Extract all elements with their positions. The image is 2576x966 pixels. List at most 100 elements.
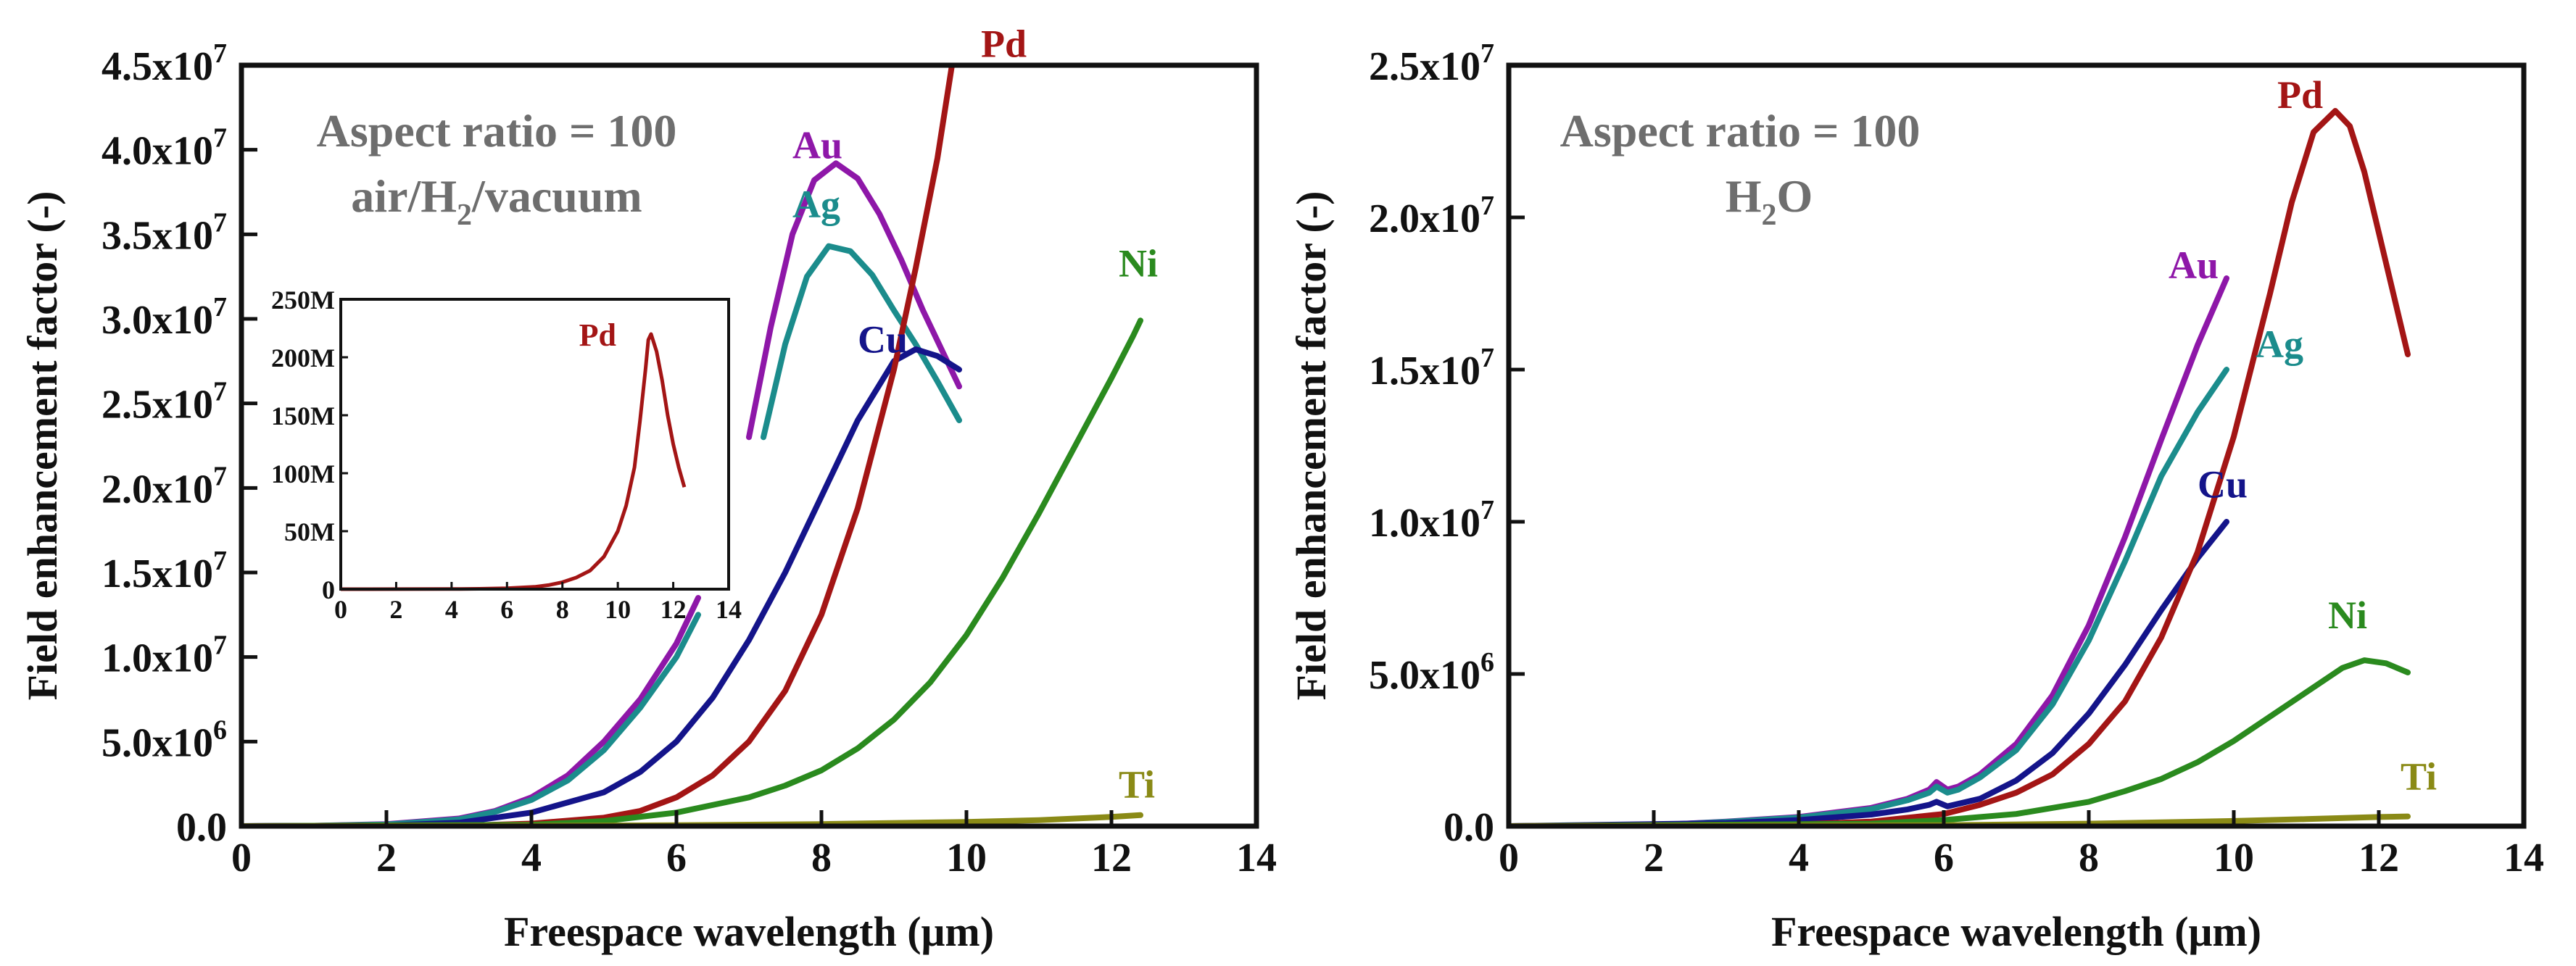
right-series-pd-line-3 (1509, 108, 2411, 826)
left-y-tick-label: 4.0x107 (102, 123, 227, 174)
left-y-tick-label: 0.0 (176, 805, 227, 850)
left-x-tick-label: 14 (1236, 836, 1277, 880)
right-y-tick-mantissa: 5.0x10 (1369, 653, 1480, 698)
left-y-tick-exponent: 7 (213, 38, 227, 69)
inset-x-tick-label: 0 (334, 595, 347, 624)
right-y-tick-label: 0.0 (1444, 805, 1494, 850)
right-series-cu-line-2 (1509, 519, 2229, 826)
left-annotation-1-text: Aspect ratio = 100 (317, 105, 677, 157)
right-x-tick-label: 12 (2358, 836, 2399, 880)
left-y-axis-label: Field enhancement factor (-) (19, 191, 66, 701)
right-y-tick-mantissa: 0.0 (1444, 805, 1494, 850)
left-series-layer: Au Ag Cu Pd Ni Ti (241, 22, 1158, 826)
left-y-tick-mantissa: 1.0x10 (102, 636, 213, 681)
right-y-axis-label: Field enhancement factor (-) (1288, 191, 1335, 701)
inset-y-tick-label: 50M (284, 517, 335, 546)
right-lines (1509, 108, 2411, 826)
right-plot-frame (1506, 62, 2527, 829)
left-x-tick-label: 4 (521, 836, 542, 880)
left-series-ag-line-3 (761, 243, 962, 441)
inset-x-tick-label: 14 (716, 595, 742, 624)
right-x-tick-label: 10 (2213, 836, 2254, 880)
inset-frame (339, 298, 730, 591)
right-series-ni-line-4 (1509, 657, 2411, 826)
right-y-tick-mantissa: 2.5x10 (1369, 44, 1480, 89)
left-x-axis-label: Freespace wavelength (μm) (504, 908, 994, 955)
inset-y-tick-label: 200M (271, 343, 335, 372)
right-annotation-2-subscript: 2 (1762, 199, 1777, 232)
right-series-layer: Au Ag Cu Pd Ni Ti (1509, 73, 2437, 826)
left-x-tick-label: 8 (811, 836, 832, 880)
left-y-tick-exponent: 7 (213, 630, 227, 661)
right-x-axis-label: Freespace wavelength (μm) (1771, 908, 2261, 955)
left-y-tick-label: 4.5x107 (102, 38, 227, 89)
left-y-tick-mantissa: 3.0x10 (102, 298, 213, 343)
left-series-ag-line-2 (241, 612, 701, 826)
right-y-tick-exponent: 7 (1480, 38, 1494, 69)
left-plot-frame (239, 62, 1259, 829)
inset-series-pd-line (340, 332, 687, 591)
inset-x-tick-label: 6 (500, 595, 513, 624)
right-x-tick-label: 4 (1789, 836, 1809, 880)
left-y-tick-label: 3.5x107 (102, 207, 227, 258)
left-x-tick-label: 12 (1091, 836, 1132, 880)
left-annotation-2-subscript: 2 (457, 199, 472, 232)
left-y-tick-exponent: 7 (213, 207, 227, 238)
right-y-tick-exponent: 7 (1480, 191, 1494, 221)
right-x-tick-label: 8 (2079, 836, 2099, 880)
inset-x-tick-label: 8 (556, 595, 569, 624)
right-y-tick-mantissa: 1.5x10 (1369, 349, 1480, 394)
inset-x-tick-label: 12 (660, 595, 687, 624)
right-series-label-pd: Pd (2277, 73, 2323, 117)
right-annotation-2-prefix: H (1726, 170, 1762, 222)
left-y-tick-exponent: 7 (213, 377, 227, 407)
left-x-tick-label: 10 (946, 836, 987, 880)
inset-x-tick-label: 4 (445, 595, 458, 624)
left-y-tick-exponent: 7 (213, 546, 227, 576)
left-series-ni-line-6 (241, 317, 1143, 826)
left-series-au-line-1 (746, 160, 962, 441)
right-y-tick-label: 1.0x107 (1369, 495, 1494, 546)
left-series-label-pd: Pd (981, 22, 1027, 65)
left-y-tick-mantissa: 4.0x10 (102, 129, 213, 174)
right-y-tick-label: 2.0x107 (1369, 191, 1494, 241)
right-annotation-line-2: H2O (1726, 170, 1813, 232)
left-series-label-cu: Cu (858, 318, 908, 362)
right-series-au-line-0 (1509, 275, 2229, 826)
right-axes-layer: 0 2 4 6 8 10 12 140.05.0x1061.0x1071.5x1072.0x1… (1369, 38, 2544, 880)
right-annotation-line-1: Aspect ratio = 100 (1560, 105, 1921, 157)
left-y-tick-mantissa: 3.5x10 (102, 213, 213, 258)
inset-y-tick-label: 0 (322, 575, 335, 604)
right-y-tick-label: 1.5x107 (1369, 343, 1494, 394)
left-y-tick-label: 2.0x107 (102, 461, 227, 512)
left-x-tick-label: 0 (231, 836, 252, 880)
left-series-label-au: Au (792, 123, 842, 167)
left-series-label-ni: Ni (1119, 242, 1158, 286)
right-series-ag-line-1 (1509, 367, 2229, 826)
left-annotation-line-1: Aspect ratio = 100 (317, 105, 677, 157)
left-y-tick-exponent: 6 (213, 715, 227, 745)
left-y-tick-exponent: 7 (213, 292, 227, 322)
left-annotation-2-suffix: /vacuum (471, 170, 642, 222)
right-x-tick-label: 0 (1499, 836, 1519, 880)
right-annotation-2-suffix: O (1777, 170, 1813, 222)
left-y-tick-label: 1.5x107 (102, 546, 227, 596)
inset-x-tick-label: 2 (389, 595, 402, 624)
right-x-tick-label: 14 (2503, 836, 2544, 880)
inset-series-layer: Pd (340, 317, 687, 591)
left-y-tick-label: 3.0x107 (102, 292, 227, 343)
inset-chart: Pd 0 2 4 6 8 10 12 14 0 50M 100M 150M 200M 250M (271, 286, 742, 624)
right-y-tick-label: 5.0x106 (1369, 647, 1494, 698)
left-y-tick-label: 2.5x107 (102, 377, 227, 428)
right-y-tick-exponent: 6 (1480, 647, 1494, 678)
left-series-label-ag: Ag (792, 183, 840, 226)
left-annotation-line-2: air/H2/vacuum (351, 170, 642, 232)
right-y-tick-mantissa: 2.0x10 (1369, 196, 1480, 241)
right-annotation-1-text: Aspect ratio = 100 (1560, 105, 1921, 157)
right-series-label-au: Au (2169, 243, 2219, 287)
inset-background (341, 299, 729, 589)
right-y-tick-exponent: 7 (1480, 495, 1494, 525)
